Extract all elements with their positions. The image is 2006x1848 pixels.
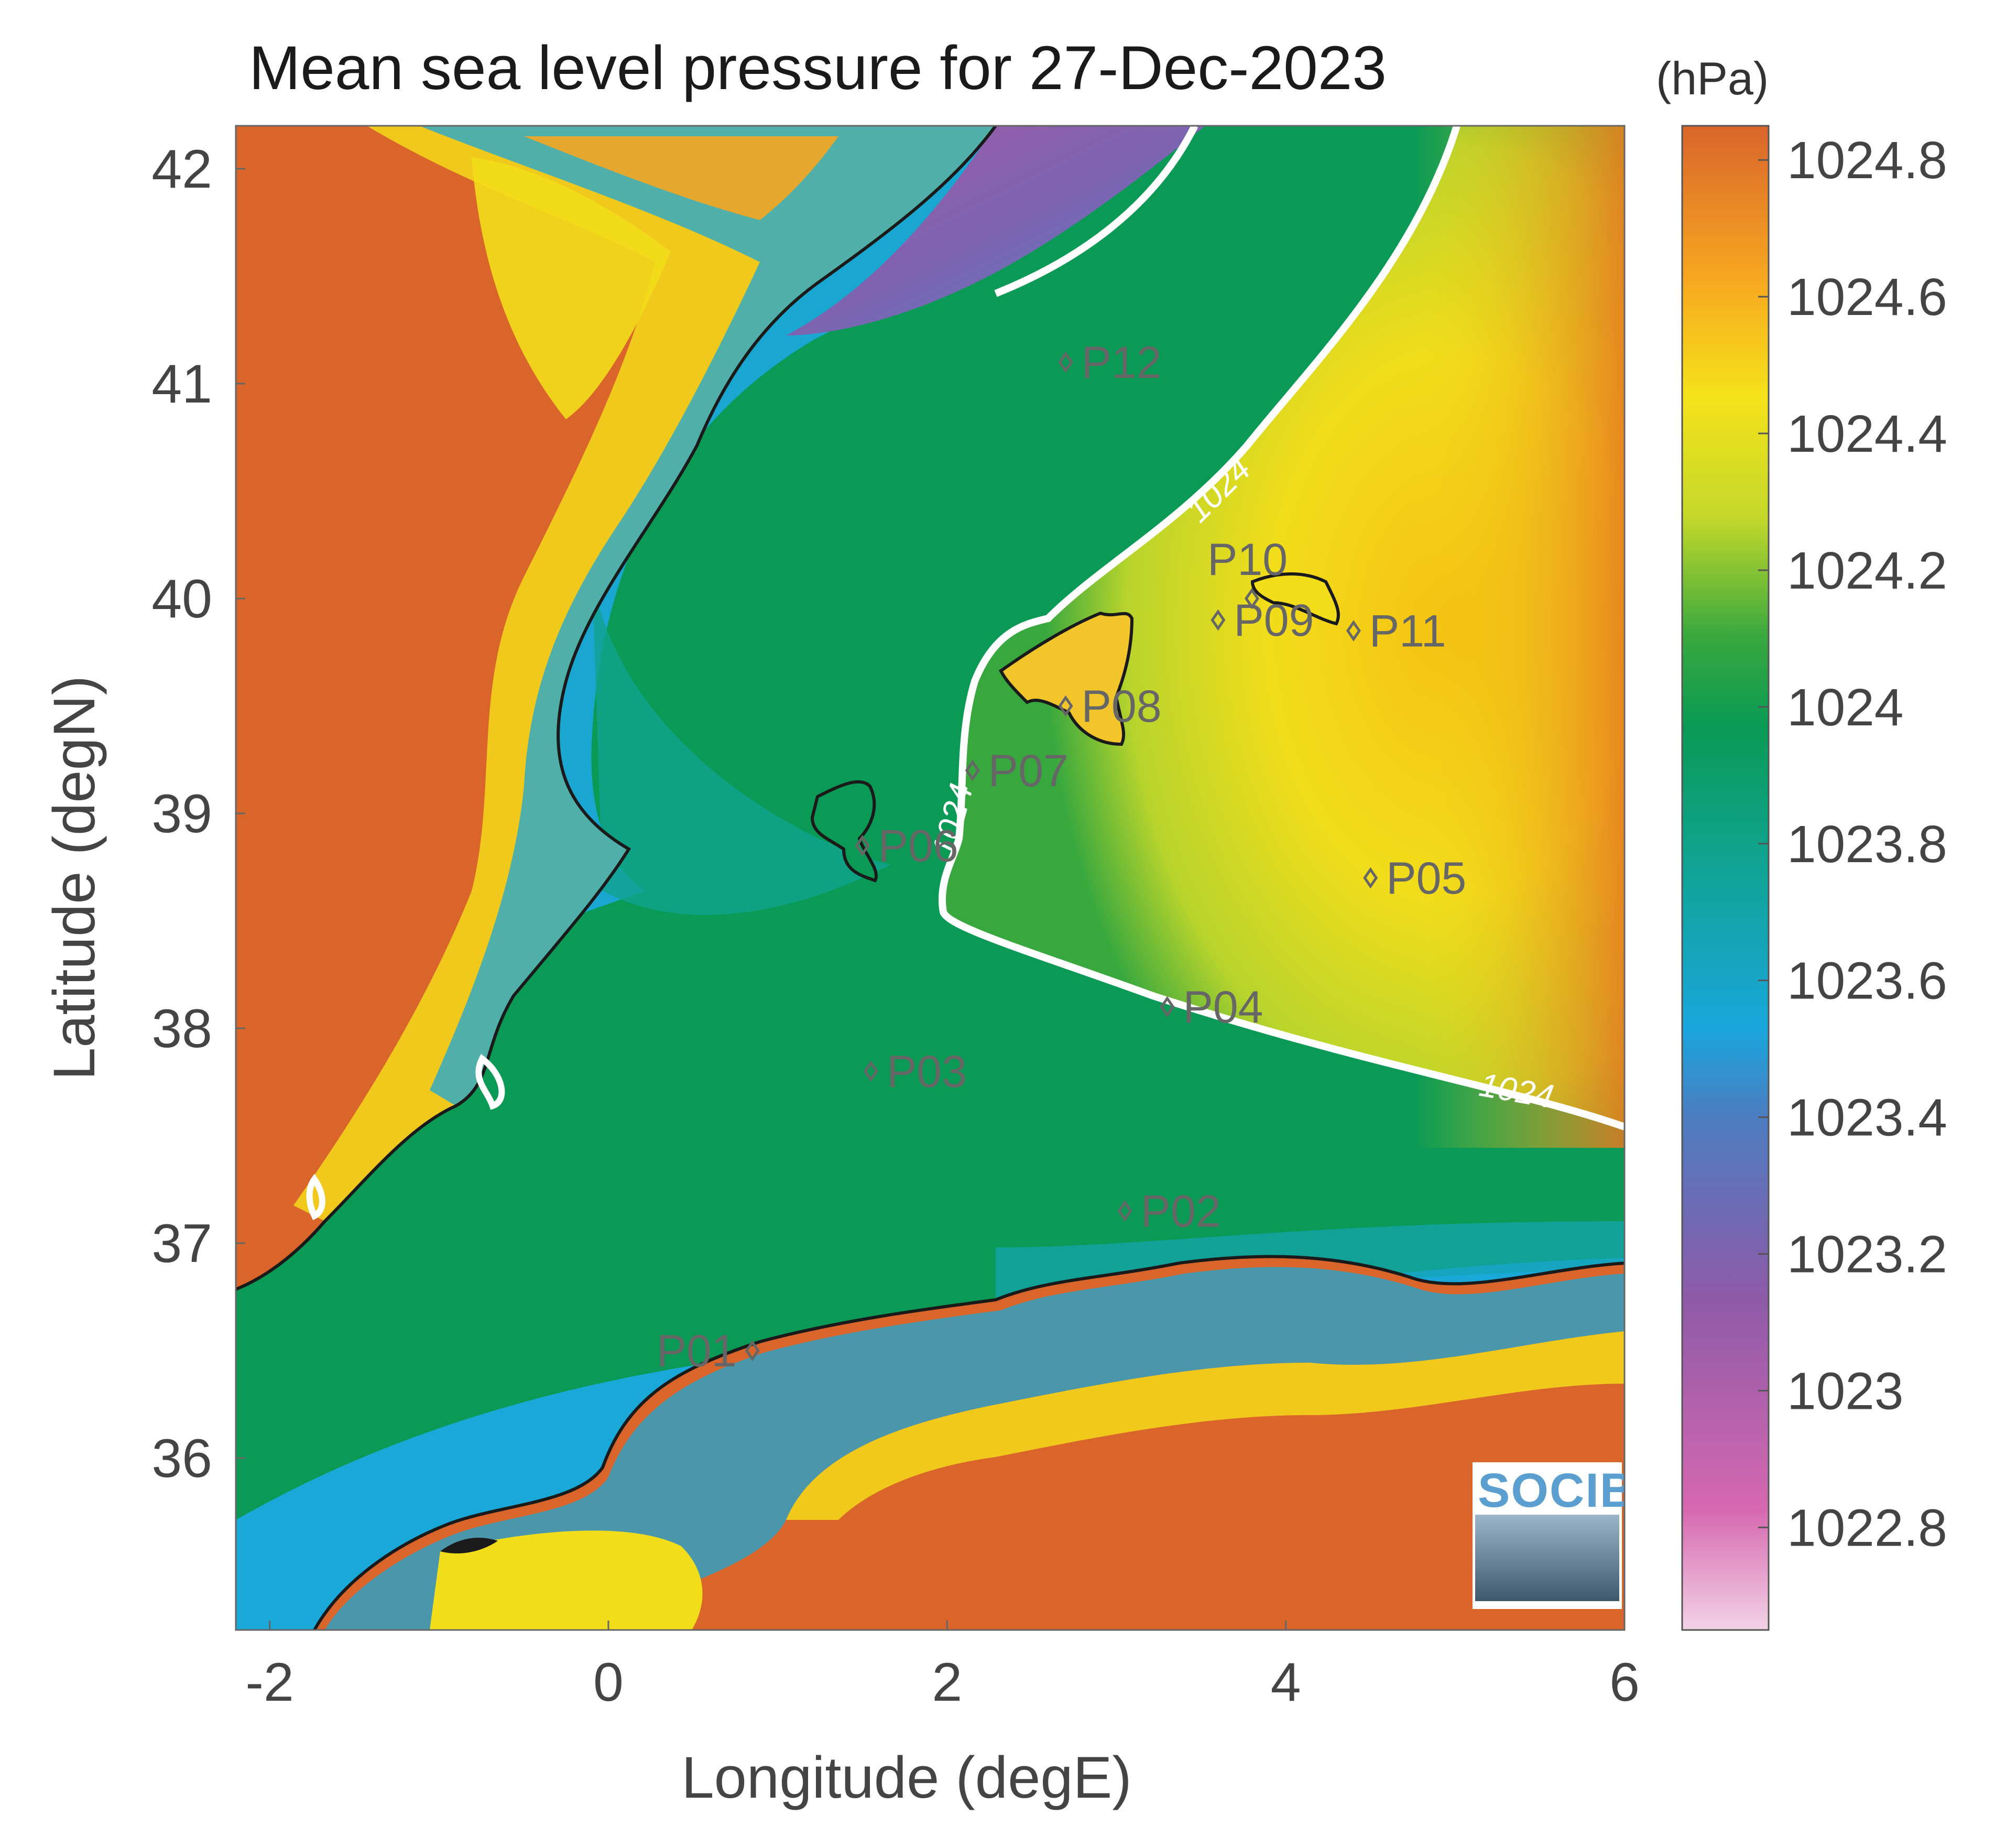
x-tick-label: 6: [1609, 1652, 1640, 1713]
colorbar-tick-label: 1023.2: [1787, 1225, 1947, 1284]
station-label-p07: P07: [988, 746, 1069, 796]
x-tick-label: -2: [245, 1652, 293, 1713]
colorbar-tick-label: 1024: [1787, 678, 1903, 737]
y-tick-label: 37: [151, 1213, 212, 1274]
land-inland-yellow: [472, 157, 671, 419]
colorbar-tick-label: 1023.8: [1787, 815, 1947, 874]
colorbar-tick-label: 1024.4: [1787, 405, 1947, 463]
colorbar-tick-label: 1024.8: [1787, 131, 1947, 190]
station-marker-p01: [745, 1340, 760, 1362]
station-marker-p09: [1211, 609, 1226, 631]
station-label-p12: P12: [1082, 338, 1162, 388]
land-coastal-blue: [419, 126, 996, 1106]
contour-1024-small-a: [475, 1053, 505, 1110]
contour-1024: [939, 126, 1625, 1130]
sea-low-purple: [786, 126, 1205, 335]
island-ibiza: [810, 780, 878, 883]
x-axis: -2 0 2 4 6: [245, 1621, 1640, 1713]
station-marker-p11: [1346, 620, 1361, 642]
station-marker-p12: [1058, 351, 1073, 373]
island-menorca: [1250, 572, 1340, 626]
colorbar-tick-label: 1023.6: [1787, 952, 1947, 1010]
land-inland-orange: [524, 136, 838, 220]
colorbar-units: (hPa): [1656, 52, 1769, 104]
colorbar-tick-label: 1024.6: [1787, 268, 1947, 327]
coastline-africa-islet: [440, 1538, 498, 1553]
y-tick-label: 42: [151, 139, 212, 200]
station-label-p05: P05: [1386, 853, 1466, 904]
socib-logo: SOCIB: [1473, 1462, 1636, 1609]
station-marker-p02: [1117, 1200, 1132, 1222]
colorbar: [1681, 125, 1770, 1631]
high-pressure-edge: [1415, 126, 1625, 1148]
plot-frame: [235, 125, 1626, 1631]
station-marker-p03: [863, 1060, 878, 1082]
station-label-p10: P10: [1207, 535, 1288, 585]
colorbar-tick-label: 1023.4: [1787, 1089, 1947, 1147]
station-marker-p06: [855, 835, 870, 856]
y-tick-label: 41: [151, 354, 212, 415]
x-tick-label: 4: [1271, 1652, 1301, 1713]
y-tick-label: 38: [151, 998, 212, 1059]
coastline-iberia: [236, 126, 997, 1291]
coastline-africa: [313, 1255, 1625, 1630]
stations-layer: P01 P02 P03 P04 P05 P06 P07 P08 P09 P10 P11 P12: [657, 338, 1467, 1376]
colorbar-ticks: 1024.8 1024.6 1024.4 1024.2 1024 1023.8 1023.6…: [1758, 131, 1947, 1557]
station-marker-p08: [1058, 695, 1073, 717]
y-axis-label: Latitude (degN): [41, 676, 107, 1080]
station-label-p02: P02: [1141, 1187, 1221, 1237]
colorbar-tick-label: 1023: [1787, 1362, 1903, 1420]
x-axis-label: Longitude (degE): [681, 1745, 1131, 1810]
station-label-p09: P09: [1234, 595, 1314, 646]
y-tick-label: 39: [151, 784, 212, 844]
y-tick-label: 36: [151, 1428, 212, 1489]
sea-transition: [592, 577, 891, 915]
station-label-p06: P06: [878, 821, 958, 872]
station-marker-p10: [1244, 588, 1260, 610]
y-tick-label: 40: [151, 569, 212, 629]
colorbar-tick-label: 1024.2: [1787, 541, 1947, 600]
land-africa-coast-yellow: [786, 1331, 1625, 1520]
island-mallorca: [999, 611, 1134, 746]
land-africa-yellow-west: [430, 1530, 703, 1630]
chart-title: Mean sea level pressure for 27-Dec-2023: [249, 34, 1387, 103]
station-label-p08: P08: [1082, 681, 1162, 732]
colorbar-tick-label: 1022.8: [1787, 1498, 1947, 1557]
station-label-p01: P01: [657, 1326, 737, 1376]
contour-1024-small-b: [306, 1173, 325, 1221]
station-label-p03: P03: [887, 1047, 967, 1097]
station-marker-p07: [965, 759, 980, 781]
pressure-field: 1024 1024 1024 P01P02P03P04P05P06P07P08P…: [236, 126, 1636, 1630]
station-marker-p05: [1363, 867, 1378, 889]
x-tick-label: 0: [593, 1652, 624, 1713]
station-marker-p04: [1160, 996, 1175, 1018]
y-axis: 42 41 40 39 38 37 36: [151, 139, 245, 1489]
x-tick-label: 2: [932, 1652, 962, 1713]
station-label-p04: P04: [1183, 982, 1263, 1032]
logo-text: SOCIB: [1478, 1464, 1636, 1517]
land-coastal-yellow: [293, 126, 996, 1221]
station-label-p11: P11: [1369, 606, 1446, 657]
logo-wave: [1475, 1515, 1619, 1601]
